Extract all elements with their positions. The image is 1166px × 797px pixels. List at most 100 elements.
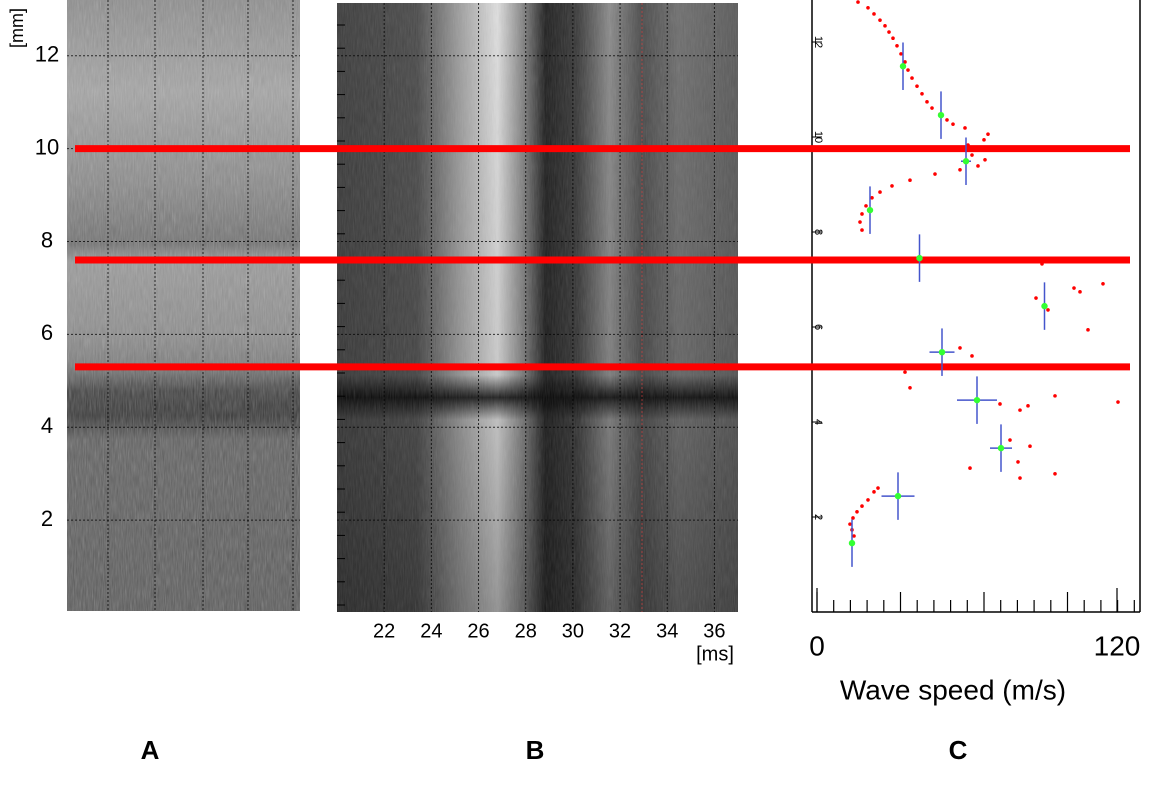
data-point: [930, 106, 934, 110]
y-tick-label: 10: [35, 134, 59, 159]
estimate-point: [848, 539, 856, 547]
data-point: [1072, 286, 1076, 290]
x-tick-label: 120: [1094, 630, 1141, 661]
y-tick-label: 8: [812, 229, 824, 235]
data-point: [903, 60, 907, 64]
x-tick-label: 30: [562, 620, 584, 642]
data-point: [903, 370, 907, 374]
data-point: [963, 126, 967, 130]
estimate-point: [973, 396, 981, 404]
data-point: [855, 509, 859, 514]
estimate-point: [1041, 302, 1048, 310]
estimate-point: [938, 348, 946, 356]
estimate-point: [866, 206, 874, 214]
data-point: [1086, 328, 1090, 332]
data-point: [858, 220, 862, 224]
data-point: [1101, 281, 1105, 286]
y-tick-label: 4: [41, 413, 53, 438]
data-point: [1053, 394, 1057, 398]
data-point: [1018, 476, 1022, 480]
y-tick-label: 8: [41, 227, 53, 252]
data-point: [970, 153, 974, 157]
x-tick-label: 34: [656, 620, 678, 642]
panel-b-image: [337, 3, 738, 612]
x-tick-label: 36: [703, 620, 725, 642]
data-point: [958, 167, 962, 172]
data-point: [866, 498, 870, 502]
estimate-point: [997, 444, 1005, 452]
data-point: [860, 212, 864, 216]
y-tick-label: 10: [812, 131, 824, 143]
data-point: [1046, 308, 1050, 312]
estimate-point: [894, 492, 902, 500]
data-point: [982, 138, 986, 142]
estimate-point: [899, 63, 907, 70]
panel-label: B: [526, 735, 545, 765]
data-point: [899, 52, 903, 56]
data-point: [876, 486, 880, 490]
y-tick-label: 12: [35, 42, 59, 67]
y-tick-label: 12: [812, 36, 824, 48]
data-point: [958, 346, 962, 350]
data-point: [945, 118, 949, 122]
data-point: [864, 204, 868, 208]
panel-a-image: [67, 0, 300, 611]
data-point: [938, 366, 942, 370]
panel-label: C: [949, 735, 968, 765]
estimate-point: [916, 254, 923, 262]
y-tick-label: 6: [812, 324, 824, 330]
estimate-point: [937, 111, 945, 119]
data-point: [895, 44, 899, 48]
data-point: [860, 504, 864, 508]
data-point: [860, 228, 864, 232]
x-tick-label: 0: [809, 630, 825, 661]
y-tick-label: 2: [41, 506, 53, 531]
data-point: [910, 76, 914, 80]
data-point: [1078, 290, 1082, 294]
estimate-point: [962, 158, 970, 165]
data-point: [908, 386, 912, 390]
data-point: [848, 522, 852, 526]
panel-c-minor-ticks: [816, 592, 1135, 612]
data-point: [1016, 460, 1020, 464]
data-point: [1008, 438, 1012, 442]
data-point: [1040, 262, 1044, 266]
data-point: [998, 402, 1002, 406]
data-point: [970, 354, 974, 358]
data-point: [852, 534, 856, 538]
data-point: [976, 164, 980, 168]
data-point: [986, 132, 990, 136]
data-point: [890, 184, 894, 188]
x-tick-label: 32: [609, 620, 631, 642]
x-tick-label: 24: [420, 620, 442, 642]
data-point: [1034, 296, 1038, 300]
x-tick-label: 28: [515, 620, 537, 642]
data-point: [878, 190, 882, 194]
y-tick-label: 2: [812, 514, 824, 520]
data-point: [883, 24, 887, 28]
data-point: [951, 122, 955, 126]
x-tick-label: 22: [373, 620, 395, 642]
data-point: [851, 516, 855, 520]
depth-axis-label: [mm]: [7, 8, 27, 48]
data-point: [933, 172, 937, 176]
data-point: [1018, 408, 1022, 412]
data-point: [887, 30, 891, 34]
data-point: [956, 148, 960, 152]
data-point: [856, 0, 860, 4]
data-point: [968, 466, 972, 470]
data-point: [870, 196, 874, 200]
speed-axis-label: Wave speed (m/s): [840, 674, 1066, 705]
data-point: [1026, 404, 1030, 408]
data-point: [915, 84, 919, 88]
y-tick-label: 4: [812, 419, 824, 425]
data-point: [983, 158, 987, 162]
data-point: [878, 18, 882, 22]
time-axis-label: [ms]: [696, 643, 734, 665]
data-point: [891, 36, 895, 40]
data-point: [906, 68, 910, 72]
y-tick-label: 6: [41, 320, 53, 345]
